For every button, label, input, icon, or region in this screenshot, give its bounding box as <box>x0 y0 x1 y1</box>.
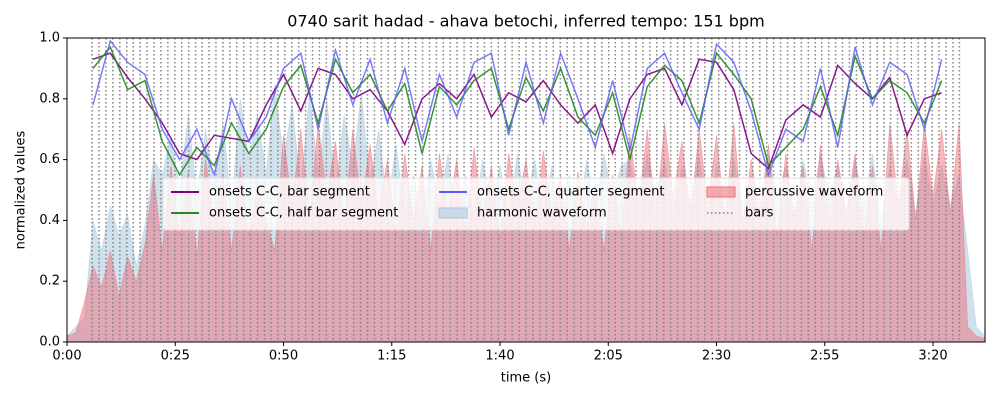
legend-label: onsets C-C, bar segment <box>209 185 370 200</box>
plot-frame <box>66 37 986 343</box>
line <box>92 39 943 178</box>
x-tick-label: 0:25 <box>161 349 190 364</box>
y-axis-label: normalized values <box>14 130 29 249</box>
y-tick-label: 0.8 <box>39 91 60 106</box>
line <box>92 45 943 177</box>
x-tick-label: 3:20 <box>918 349 947 364</box>
x-tick-label: 1:15 <box>377 349 406 364</box>
x-tick-label: 1:40 <box>485 349 514 364</box>
y-tick-label: 0.2 <box>39 274 60 289</box>
x-axis-label: time (s) <box>501 371 551 386</box>
x-tick-label: 0:00 <box>52 349 81 364</box>
legend-label: onsets C-C, quarter segment <box>477 185 664 200</box>
legend-label: percussive waveform <box>745 185 883 200</box>
x-tick-label: 2:55 <box>810 349 839 364</box>
x-tick-label: 2:05 <box>594 349 623 364</box>
legend-label: harmonic waveform <box>477 206 607 221</box>
y-tick-label: 0.6 <box>39 152 60 167</box>
y-tick-label: 0.4 <box>39 213 60 228</box>
y-tick-label: 0.0 <box>39 335 60 350</box>
legend-label: bars <box>745 206 774 221</box>
y-tick-label: 1.0 <box>39 31 60 46</box>
x-tick-label: 2:30 <box>702 349 731 364</box>
legend-swatch <box>706 186 736 198</box>
legend-label: onsets C-C, half bar segment <box>209 206 398 221</box>
x-tick-label: 0:50 <box>269 349 298 364</box>
legend-swatch <box>438 207 468 219</box>
chart-title: 0740 sarit hadad - ahava betochi, inferr… <box>287 12 764 31</box>
